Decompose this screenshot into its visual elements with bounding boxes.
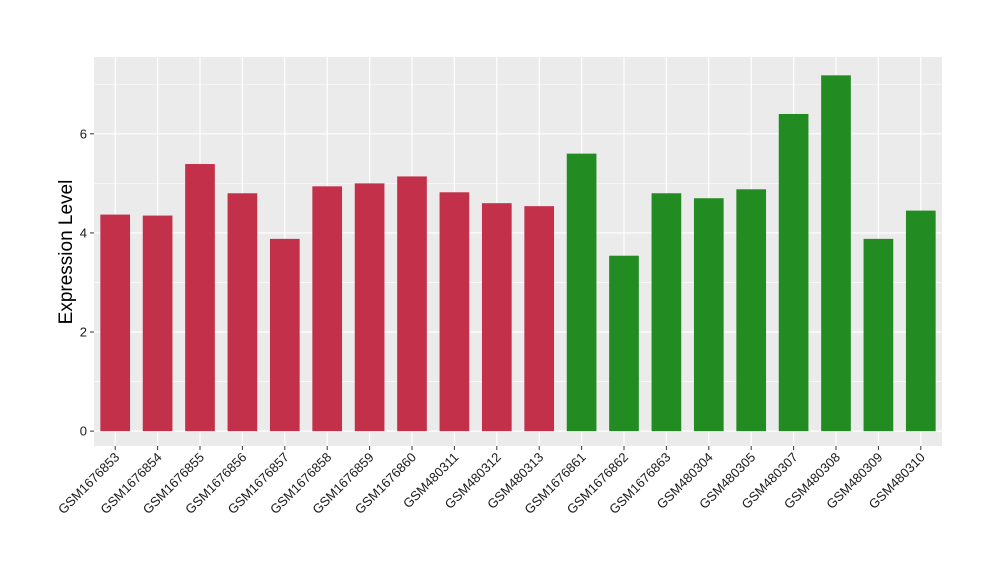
- y-tick-label: 0: [80, 424, 87, 439]
- bar-GSM1676858: [312, 186, 343, 432]
- bar-GSM1676863: [651, 193, 682, 432]
- panel-background: [94, 57, 942, 446]
- y-axis: 0 2 4 6: [80, 126, 94, 439]
- bar-GSM480305: [736, 189, 767, 432]
- bar-GSM1676860: [397, 176, 427, 432]
- bar-GSM480310: [905, 210, 936, 432]
- bar-GSM1676854: [142, 215, 173, 432]
- bar-GSM480309: [863, 238, 894, 432]
- y-tick-label: 4: [80, 225, 87, 240]
- y-tick-label: 6: [80, 126, 87, 141]
- y-axis-title: Expression Level: [56, 180, 77, 325]
- y-tick-label: 2: [80, 325, 87, 340]
- bar-GSM480311: [439, 192, 470, 432]
- bar-GSM480313: [524, 206, 555, 432]
- bar-GSM480304: [693, 198, 724, 432]
- plot-panel: [94, 57, 942, 446]
- bar-GSM480312: [481, 203, 512, 432]
- bar-GSM1676861: [566, 153, 597, 432]
- bar-GSM1676856: [227, 193, 258, 432]
- bars: [100, 75, 936, 432]
- x-axis: GSM1676853GSM1676854GSM1676855GSM1676856…: [55, 446, 928, 517]
- bar-GSM1676853: [100, 214, 131, 432]
- bar-GSM1676859: [354, 183, 385, 432]
- bar-GSM1676857: [269, 238, 300, 432]
- bar-GSM1676855: [185, 164, 215, 432]
- bar-GSM480307: [778, 113, 809, 432]
- bar-GSM480308: [821, 75, 851, 432]
- bar-GSM1676862: [609, 255, 639, 432]
